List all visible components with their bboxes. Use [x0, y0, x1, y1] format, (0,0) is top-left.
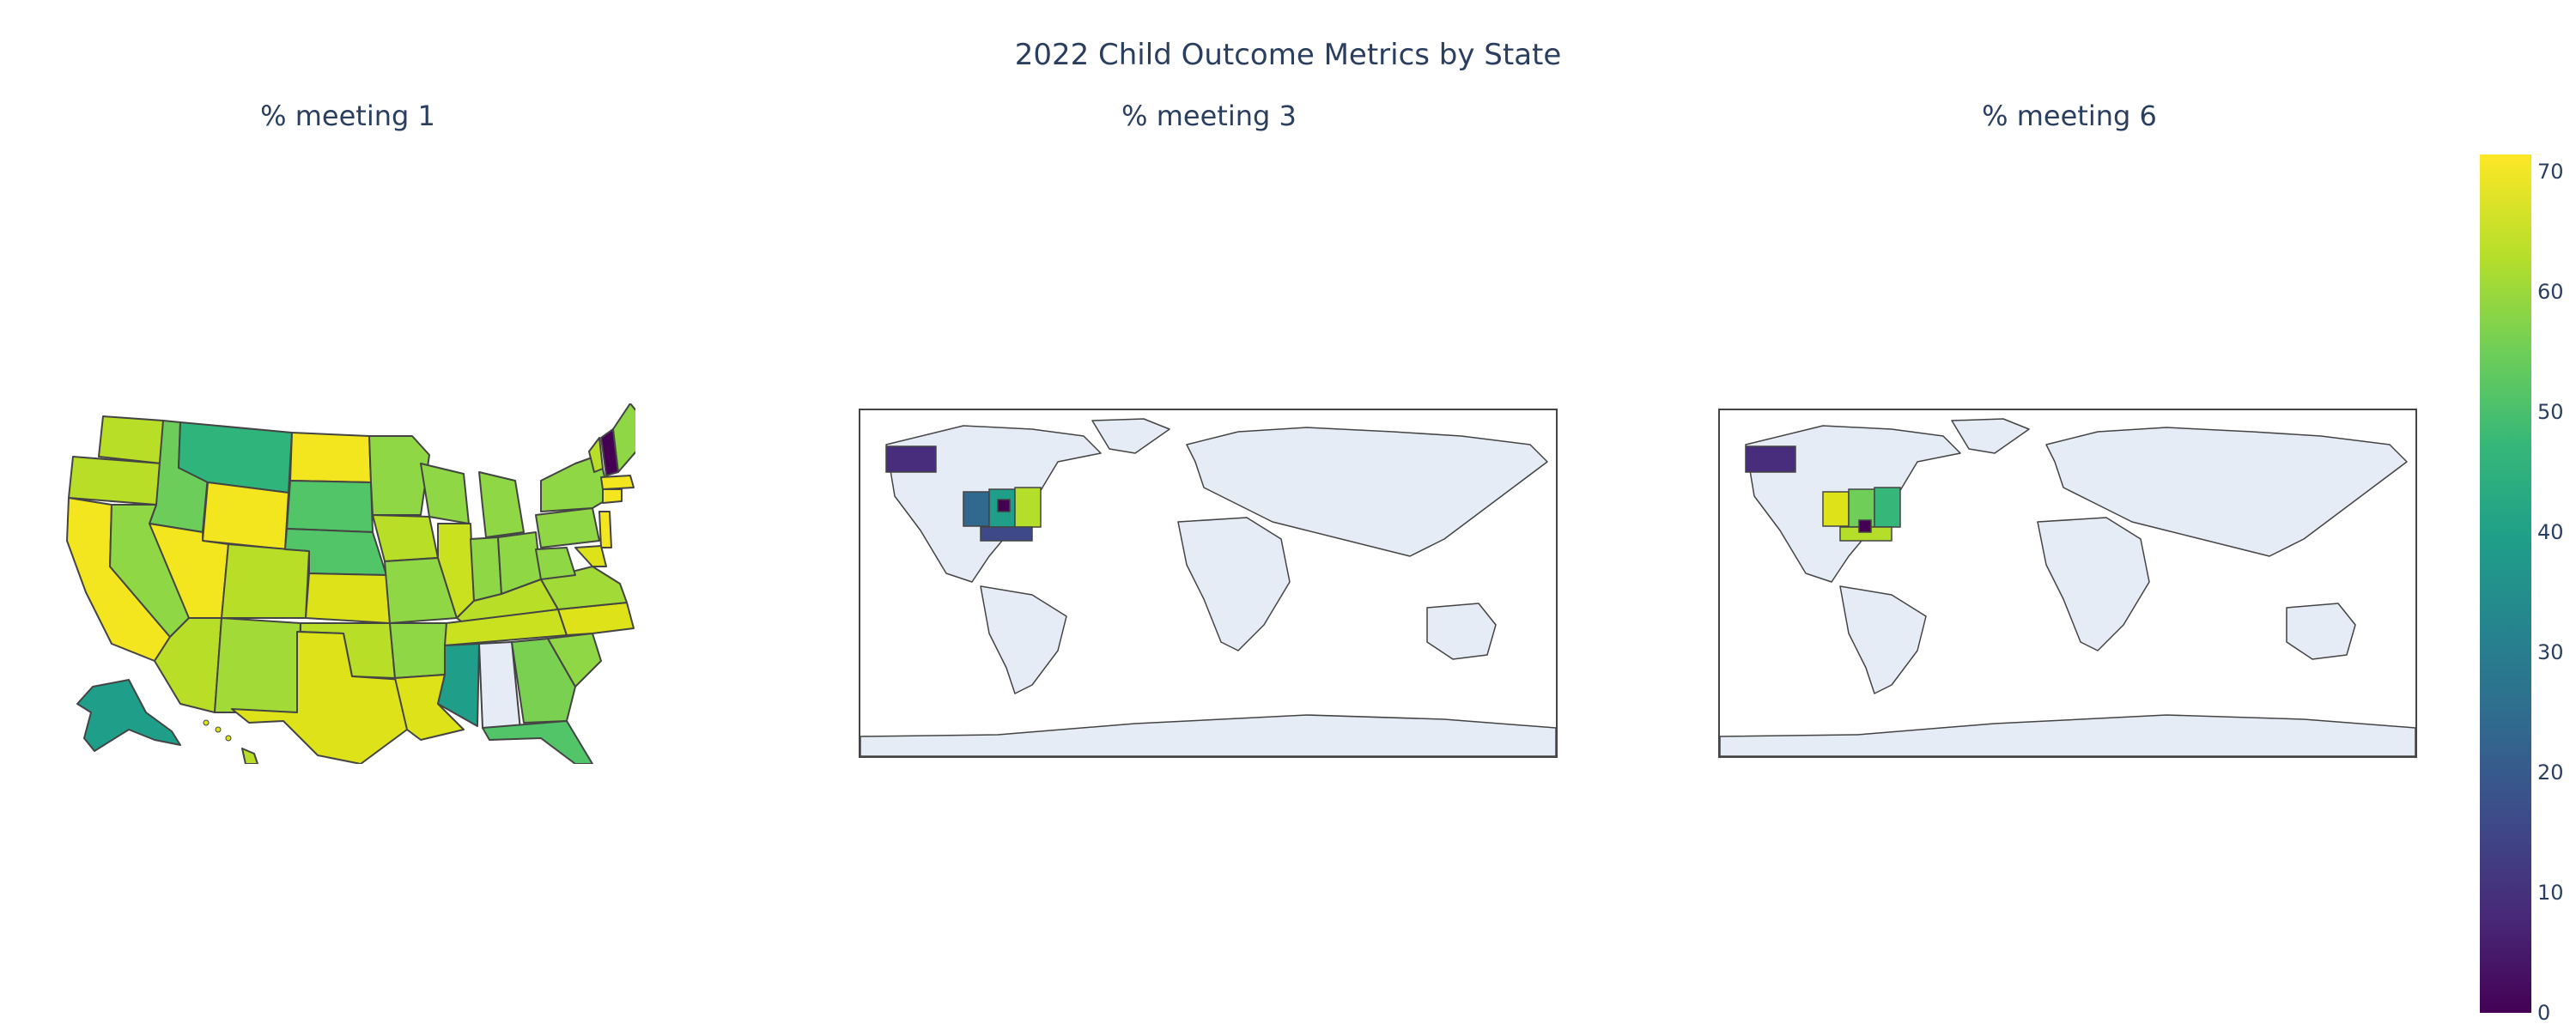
state-new-jersey[interactable]	[598, 511, 612, 548]
south-america	[980, 585, 1067, 694]
state-mississippi[interactable]	[437, 643, 480, 727]
usa-south[interactable]	[980, 526, 1033, 542]
colorbar-gradient	[2480, 154, 2531, 1013]
alaska-region[interactable]	[1745, 445, 1796, 473]
colorbar-tick: 40	[2537, 520, 2564, 544]
subplot-title-meeting-3: % meeting 3	[1121, 100, 1297, 132]
colorbar-tick: 70	[2537, 160, 2564, 184]
state-indiana[interactable]	[470, 536, 502, 602]
state-south-dakota[interactable]	[286, 480, 374, 533]
chart-title: 2022 Child Outcome Metrics by State	[1014, 38, 1562, 72]
state-west-virginia[interactable]	[535, 547, 576, 580]
colorbar-ticks: 70 60 50 40 30 20 10 0	[2537, 154, 2572, 1025]
world-map-svg-6	[1720, 418, 2415, 756]
state-vermont[interactable]	[588, 437, 604, 473]
south-america	[1839, 585, 1927, 694]
subplot-title-meeting-6: % meeting 6	[1982, 100, 2157, 132]
state-michigan[interactable]	[478, 471, 525, 538]
state-massachusetts[interactable]	[600, 475, 635, 490]
state-iowa[interactable]	[372, 514, 439, 562]
europe-asia	[2045, 427, 2408, 557]
africa	[2037, 517, 2150, 651]
state-alaska[interactable]	[76, 679, 181, 752]
colorbar-tick: 60	[2537, 280, 2564, 304]
state-minnesota[interactable]	[368, 435, 430, 516]
state-hawaii[interactable]	[241, 748, 258, 764]
europe-asia	[1186, 427, 1548, 557]
colorbar-tick: 50	[2537, 400, 2564, 424]
usa-highlight[interactable]	[1858, 519, 1872, 533]
state-maryland[interactable]	[574, 545, 607, 567]
colorbar-tick: 10	[2537, 881, 2564, 905]
state-arkansas[interactable]	[389, 622, 447, 679]
australia	[1426, 603, 1497, 660]
alaska-region[interactable]	[885, 445, 937, 473]
state-colorado[interactable]	[221, 543, 310, 619]
state-maine[interactable]	[612, 403, 635, 473]
colorbar-tick: 30	[2537, 640, 2564, 664]
antarctica	[860, 714, 1556, 756]
colorbar	[2480, 154, 2531, 1013]
state-oregon[interactable]	[68, 456, 162, 506]
world-map-meeting-6[interactable]	[1718, 409, 2417, 758]
usa-choropleth-map[interactable]	[60, 403, 635, 764]
subplot-title-meeting-1: % meeting 1	[260, 100, 435, 132]
greenland	[1951, 418, 2030, 454]
usa-east[interactable]	[1874, 487, 1901, 528]
usa-west[interactable]	[963, 491, 990, 527]
colorbar-tick: 20	[2537, 760, 2564, 785]
state-washington[interactable]	[98, 415, 164, 464]
state-north-dakota[interactable]	[289, 432, 372, 483]
state-new-mexico[interactable]	[214, 617, 301, 713]
africa	[1177, 517, 1291, 651]
usa-highlight[interactable]	[997, 499, 1011, 512]
state-texas[interactable]	[231, 631, 408, 764]
usa-east[interactable]	[1014, 487, 1042, 528]
state-wyoming[interactable]	[202, 482, 289, 550]
world-map-svg-3	[860, 418, 1556, 756]
colorbar-tick: 0	[2537, 1001, 2551, 1025]
state-connecticut[interactable]	[602, 488, 623, 504]
world-map-meeting-3[interactable]	[859, 409, 1558, 758]
usa-map-svg	[66, 403, 635, 764]
state-wisconsin[interactable]	[420, 463, 470, 524]
state-kansas[interactable]	[305, 573, 391, 624]
state-pennsylvania[interactable]	[535, 507, 600, 548]
greenland	[1091, 418, 1170, 454]
australia	[2286, 603, 2356, 660]
usa-west[interactable]	[1822, 491, 1850, 527]
state-florida[interactable]	[482, 720, 593, 764]
antarctica	[1720, 714, 2415, 756]
